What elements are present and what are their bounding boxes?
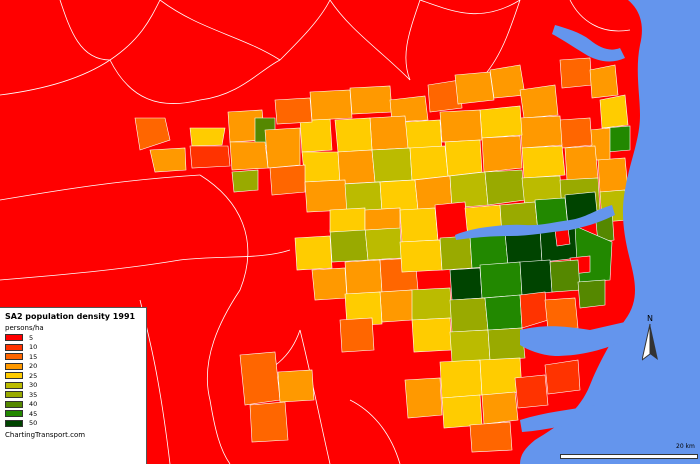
- legend-swatch: [5, 362, 23, 370]
- legend-label: 5: [29, 333, 34, 342]
- north-letter: N: [647, 314, 653, 323]
- legend-item: 15: [5, 352, 142, 362]
- legend-swatch: [5, 372, 23, 380]
- legend-title: SA2 population density 1991: [5, 312, 136, 321]
- north-arrow: N: [642, 314, 658, 362]
- legend-label: 35: [29, 390, 38, 399]
- legend-item: 40: [5, 400, 142, 410]
- legend-label: 15: [29, 352, 38, 361]
- map-legend: SA2 population density 1991 persons/ha 5…: [0, 307, 147, 464]
- legend-label: 45: [29, 409, 38, 418]
- legend-swatch: [5, 391, 23, 399]
- legend-swatch: [5, 343, 23, 351]
- legend-items: 5 10 15 20 25 30 35 40 45 50: [5, 333, 142, 428]
- legend-item: 10: [5, 343, 142, 353]
- legend-item: 5: [5, 333, 142, 343]
- legend-unit: persons/ha: [5, 324, 44, 332]
- legend-label: 30: [29, 381, 38, 390]
- legend-swatch: [5, 334, 23, 342]
- legend-item: 35: [5, 390, 142, 400]
- legend-label: 25: [29, 371, 38, 380]
- legend-swatch: [5, 419, 23, 427]
- scale-label: 20 km: [676, 443, 695, 450]
- sa2-regions: [134, 57, 631, 453]
- north-arrow-icon: [642, 323, 658, 361]
- legend-swatch: [5, 400, 23, 408]
- legend-item: 45: [5, 409, 142, 419]
- legend-label: 40: [29, 400, 38, 409]
- legend-item: 25: [5, 371, 142, 381]
- legend-item: 30: [5, 381, 142, 391]
- legend-item: 50: [5, 419, 142, 429]
- legend-swatch: [5, 381, 23, 389]
- legend-swatch: [5, 353, 23, 361]
- legend-item: 20: [5, 362, 142, 372]
- legend-label: 10: [29, 343, 38, 352]
- legend-swatch: [5, 410, 23, 418]
- source-credit: ChartingTransport.com: [5, 431, 86, 439]
- scale-bar: [560, 454, 698, 459]
- legend-label: 50: [29, 419, 38, 428]
- legend-label: 20: [29, 362, 38, 371]
- boundary-lines: [0, 0, 631, 464]
